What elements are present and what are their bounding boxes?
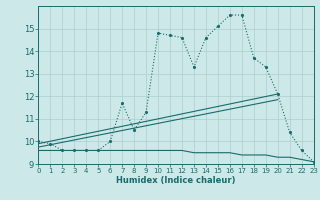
X-axis label: Humidex (Indice chaleur): Humidex (Indice chaleur) (116, 176, 236, 185)
